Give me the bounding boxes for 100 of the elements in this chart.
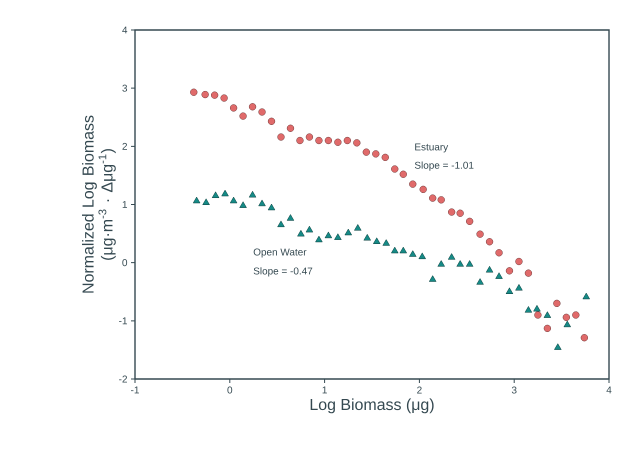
point <box>210 92 218 99</box>
point <box>495 272 503 279</box>
point <box>456 210 464 217</box>
point <box>202 198 210 205</box>
point <box>466 260 474 267</box>
point <box>372 150 380 158</box>
point <box>286 214 294 221</box>
point <box>354 224 362 231</box>
point <box>334 233 342 240</box>
point <box>553 300 561 308</box>
point <box>400 246 407 254</box>
point <box>344 228 352 236</box>
point <box>334 138 342 146</box>
x-tick-label: -1 <box>131 386 139 394</box>
point <box>324 232 332 238</box>
point <box>572 311 580 319</box>
point <box>315 136 323 144</box>
point <box>192 196 200 204</box>
point <box>524 306 532 313</box>
point <box>429 194 436 202</box>
point <box>400 170 407 178</box>
point <box>420 186 427 194</box>
point <box>466 218 474 226</box>
point <box>562 314 570 321</box>
point <box>456 260 464 267</box>
point <box>296 136 304 144</box>
point <box>277 133 285 141</box>
point <box>230 196 238 204</box>
annotation: Slope = -1.01 <box>414 161 474 171</box>
point <box>362 148 370 156</box>
point <box>306 133 314 141</box>
point <box>438 196 445 204</box>
point <box>409 250 416 257</box>
point <box>544 324 552 332</box>
point <box>428 275 436 282</box>
point <box>418 252 426 260</box>
point <box>582 292 590 300</box>
point <box>409 180 416 188</box>
annotation: Open Water <box>254 248 306 258</box>
point <box>534 311 542 319</box>
y-tick-label: 4 <box>122 26 128 34</box>
point <box>268 118 276 125</box>
point <box>486 266 494 272</box>
point <box>221 190 229 196</box>
x-tick-label: 0 <box>227 386 232 394</box>
point <box>554 343 562 350</box>
point <box>524 270 532 277</box>
annotation: Estuary <box>415 143 448 152</box>
y-tick-label: 0 <box>122 259 128 266</box>
y-tick-label: 2 <box>122 142 127 150</box>
x-tick-label: 2 <box>417 386 422 394</box>
point <box>324 136 332 144</box>
point <box>239 201 247 208</box>
point <box>476 230 484 238</box>
x-tick-label: 4 <box>606 386 612 394</box>
point <box>373 237 380 244</box>
point <box>277 220 285 228</box>
point <box>506 267 514 274</box>
point <box>391 165 398 173</box>
point <box>248 103 256 110</box>
point <box>202 90 209 98</box>
point <box>239 112 247 120</box>
y-tick-label: 1 <box>122 201 128 208</box>
point <box>448 208 456 216</box>
point <box>580 334 588 342</box>
y-tick-label: -2 <box>119 376 127 382</box>
point <box>515 258 523 266</box>
point <box>495 249 503 256</box>
point <box>486 238 494 246</box>
point <box>438 260 445 267</box>
annotation: Slope = -0.47 <box>254 267 312 276</box>
point <box>268 204 276 210</box>
y-tick-label: -1 <box>119 317 128 324</box>
x-axis-title: Log Biomass (μg) <box>310 398 434 414</box>
point <box>315 236 323 242</box>
point <box>258 200 266 206</box>
point <box>476 278 484 285</box>
point <box>544 311 552 318</box>
point <box>220 94 228 102</box>
point <box>564 320 571 328</box>
point <box>364 234 371 240</box>
point <box>533 304 541 312</box>
point <box>382 154 389 162</box>
point <box>258 108 266 116</box>
point <box>344 136 351 144</box>
x-tick-label: 1 <box>322 386 327 394</box>
point <box>306 226 314 232</box>
point <box>248 190 256 198</box>
x-tick-label: 3 <box>512 386 517 394</box>
point <box>190 88 198 96</box>
point <box>297 230 305 236</box>
point <box>391 246 398 254</box>
point <box>515 284 523 290</box>
point <box>230 104 238 112</box>
point <box>286 124 294 132</box>
point <box>448 253 456 260</box>
point <box>353 139 360 146</box>
point <box>212 192 220 198</box>
point <box>382 239 390 246</box>
point <box>506 288 514 294</box>
